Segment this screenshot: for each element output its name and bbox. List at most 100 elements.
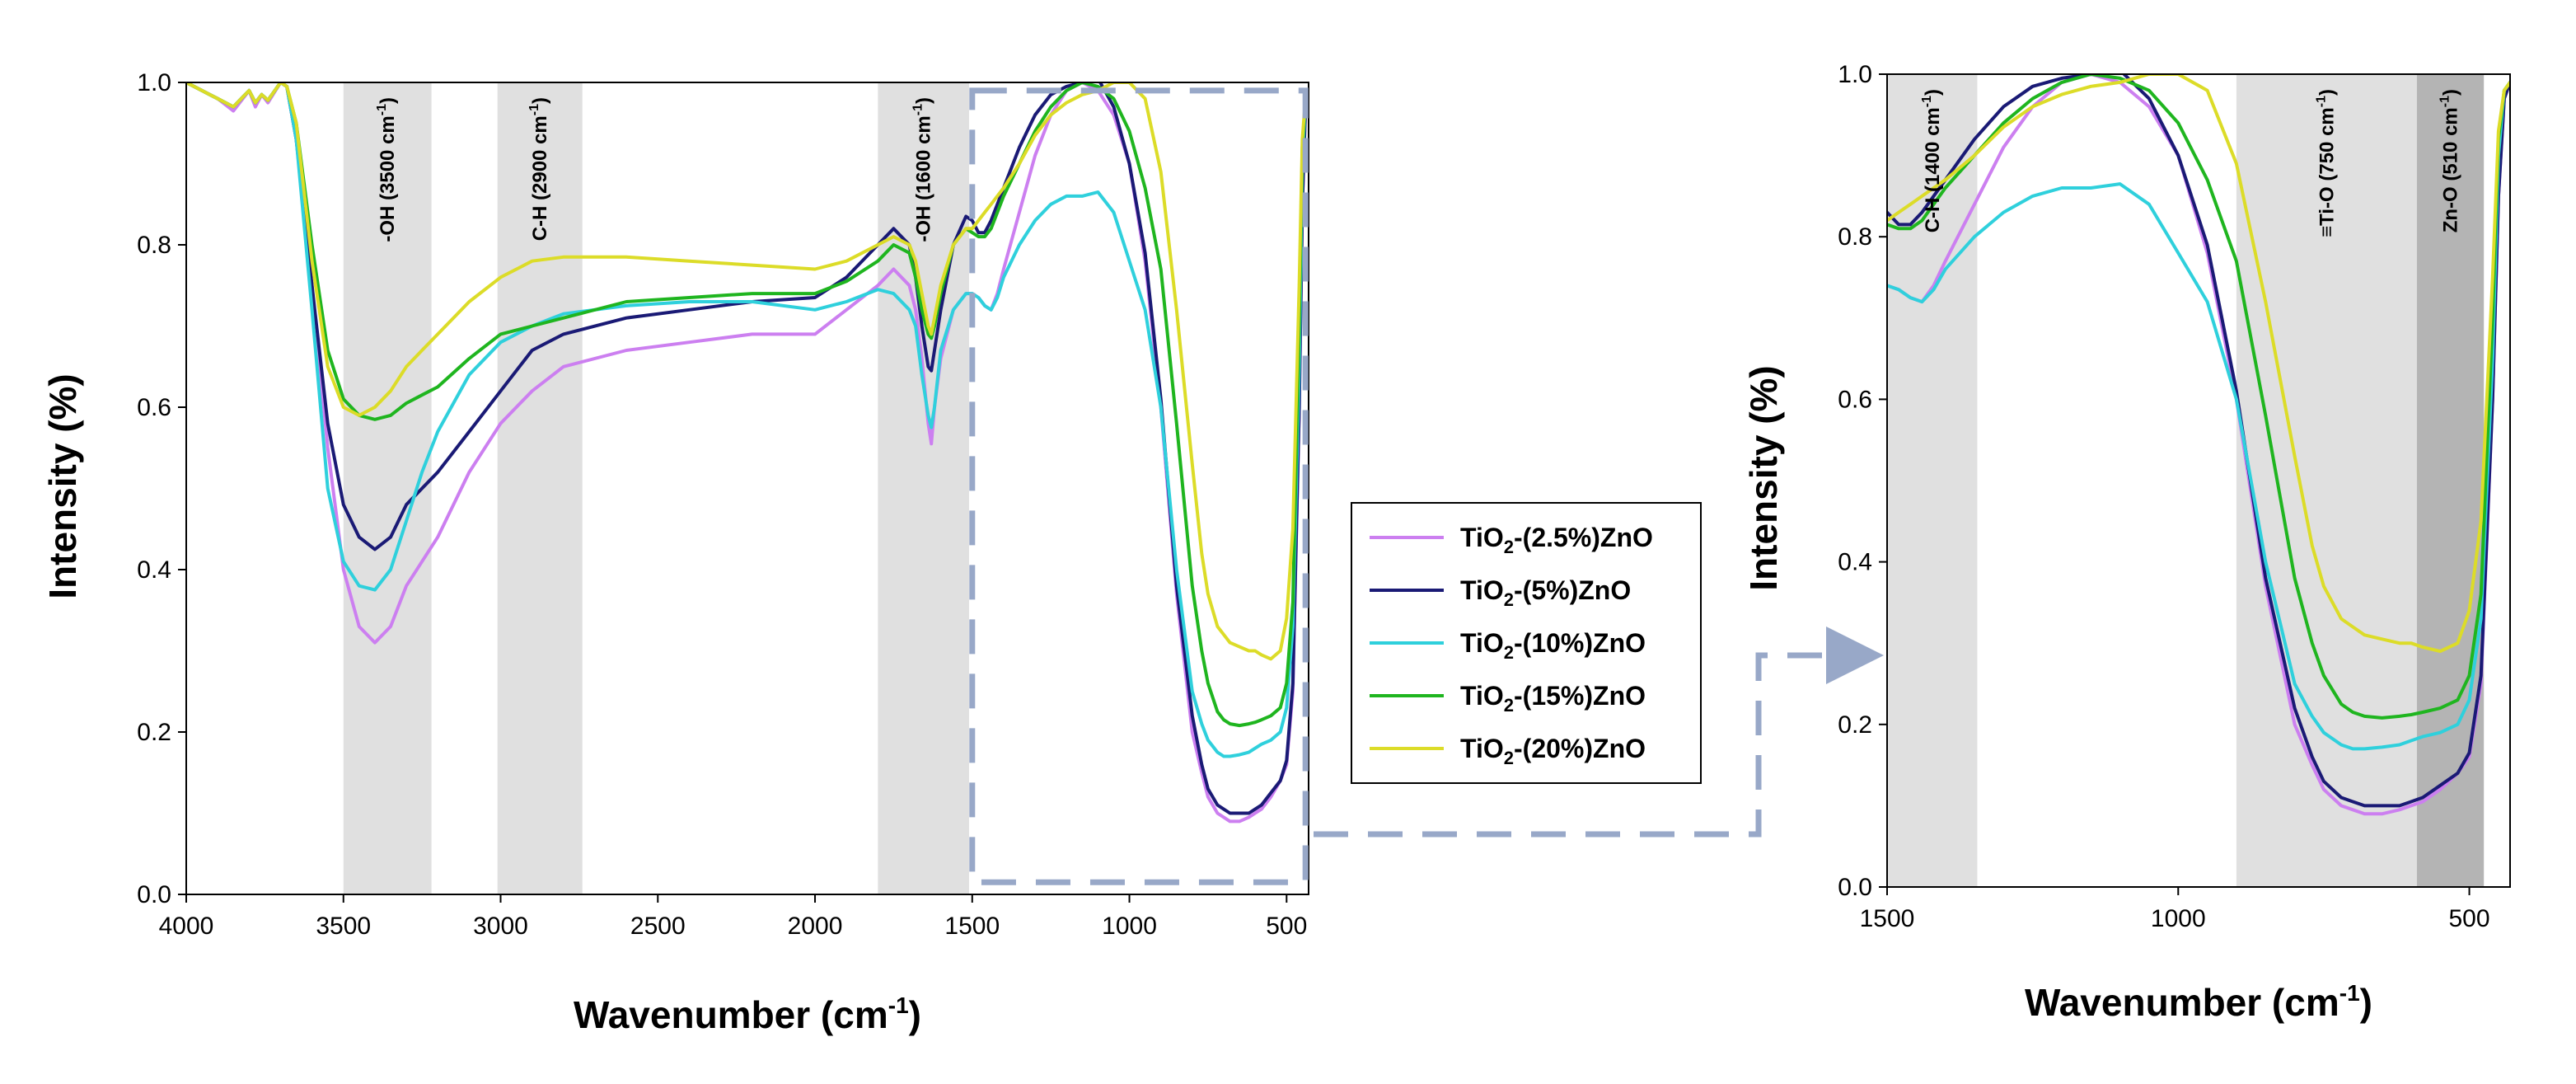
band-label-sup: -1 bbox=[527, 104, 541, 115]
x-tick-label: 3000 bbox=[473, 913, 528, 940]
legend-label-rest: -(20%)ZnO bbox=[1514, 734, 1646, 763]
band-label: C-H (1400 cm-1) bbox=[1920, 89, 1944, 232]
x-tick-label: 1500 bbox=[1860, 905, 1915, 932]
main-band-labels: -OH (3500 cm-1)C-H (2900 cm-1)-OH (1600 … bbox=[375, 97, 934, 242]
absorption-band bbox=[497, 82, 583, 894]
band-label-text: Zn-O (510 cm bbox=[2440, 107, 2462, 232]
x-tick-label: 2500 bbox=[630, 913, 686, 940]
band-label: Zn-O (510 cm-1) bbox=[2438, 89, 2462, 232]
y-tick-label: 0.0 bbox=[1838, 874, 1872, 901]
series-line bbox=[186, 82, 1309, 815]
main-x-ticks: 4000 3500 3000 2500 2000 1500 1000 500 bbox=[159, 894, 1307, 940]
legend-label: TiO2-(2.5%)ZnO bbox=[1460, 523, 1653, 557]
x-tick-label: 1000 bbox=[2151, 905, 2206, 932]
y-tick-label: 0.0 bbox=[137, 881, 171, 908]
y-tick-label: 1.0 bbox=[1838, 61, 1872, 88]
legend-label-main: TiO bbox=[1460, 681, 1504, 711]
y-tick-label: 0.2 bbox=[137, 719, 171, 746]
x-tick-label: 1500 bbox=[944, 913, 1000, 940]
legend-label-main: TiO bbox=[1460, 523, 1504, 552]
legend-label-rest: -(15%)ZnO bbox=[1514, 681, 1646, 711]
absorption-band bbox=[2236, 74, 2417, 887]
band-label: -OH (1600 cm-1) bbox=[911, 97, 935, 242]
x-tick-label: 4000 bbox=[159, 913, 214, 940]
series-line bbox=[186, 82, 1309, 758]
x-tick-label: 2000 bbox=[788, 913, 843, 940]
legend-label-main: TiO bbox=[1460, 734, 1504, 763]
y-tick-label: 0.2 bbox=[1838, 711, 1872, 739]
legend-label: TiO2-(15%)ZnO bbox=[1460, 681, 1646, 716]
y-tick-label: 0.6 bbox=[1838, 386, 1872, 413]
band-label-sup: -1 bbox=[1920, 96, 1934, 107]
main-spectrum-panel: 4000 3500 3000 2500 2000 1500 1000 500 0.00.20.… bbox=[41, 69, 1309, 1036]
main-x-axis-label: Wavenumber (cm-1) bbox=[574, 992, 921, 1036]
legend: TiO2-(2.5%)ZnOTiO2-(5%)ZnOTiO2-(10%)ZnOT… bbox=[1351, 502, 1702, 784]
series-line bbox=[186, 82, 1309, 661]
legend-label-rest: -(10%)ZnO bbox=[1514, 628, 1646, 658]
main-plot-frame bbox=[185, 82, 1309, 895]
x-tick-label: 500 bbox=[1266, 913, 1307, 940]
band-label-close: ) bbox=[529, 97, 551, 104]
band-label-text: C-H (2900 cm bbox=[529, 115, 551, 241]
zoom-x-axis-label: Wavenumber (cm-1) bbox=[2025, 980, 2372, 1024]
zoom-absorption-bands bbox=[1887, 74, 2485, 887]
band-label-text: ≡Ti-O (750 cm bbox=[2316, 107, 2338, 237]
zoomed-spectrum-panel: 1500 1000 500 0.0 0.2 0.4 0.6 0.8 1.0 C-H (1400… bbox=[1742, 61, 2511, 1024]
legend-label-sub: 2 bbox=[1504, 695, 1514, 716]
zoom-y-axis-label: Intensity (%) bbox=[1742, 365, 1785, 590]
y-tick-label: 0.4 bbox=[1838, 549, 1872, 576]
band-label-sup: -1 bbox=[911, 104, 925, 115]
zoom-series-lines bbox=[1887, 74, 2510, 816]
series-line bbox=[1887, 74, 2510, 808]
band-label-sup: -1 bbox=[2314, 96, 2328, 107]
band-label-text: C-H (1400 cm bbox=[1922, 107, 1944, 232]
y-tick-label: 0.6 bbox=[137, 394, 171, 421]
band-label-close: ) bbox=[913, 97, 935, 104]
zoom-y-ticks: 0.0 0.2 0.4 0.6 0.8 1.0 bbox=[1838, 61, 1887, 901]
zoom-region-box bbox=[969, 87, 1309, 885]
main-y-ticks: 0.0 0.2 0.4 0.6 0.8 1.0 bbox=[137, 69, 186, 908]
y-tick-label: 1.0 bbox=[137, 69, 171, 96]
x-tick-label: 500 bbox=[2449, 905, 2490, 932]
legend-label-main: TiO bbox=[1460, 575, 1504, 605]
band-label-sup: -1 bbox=[2438, 96, 2452, 107]
band-label-close: ) bbox=[1922, 89, 1944, 96]
absorption-band bbox=[2416, 74, 2485, 887]
band-label: -OH (3500 cm-1) bbox=[375, 97, 399, 242]
legend-label: TiO2-(5%)ZnO bbox=[1460, 575, 1631, 610]
legend-label-sub: 2 bbox=[1504, 748, 1514, 768]
x-tick-label: 1000 bbox=[1102, 913, 1157, 940]
band-label-close: ) bbox=[2316, 89, 2338, 96]
legend-label-rest: -(2.5%)ZnO bbox=[1514, 523, 1653, 552]
x-tick-label: 3500 bbox=[316, 913, 371, 940]
zoom-band-labels: C-H (1400 cm-1)≡Ti-O (750 cm-1)Zn-O (510… bbox=[1920, 89, 2462, 237]
band-label-close: ) bbox=[2440, 89, 2462, 96]
y-tick-label: 0.4 bbox=[137, 556, 171, 584]
legend-label-sub: 2 bbox=[1504, 537, 1514, 557]
y-tick-label: 0.8 bbox=[1838, 223, 1872, 251]
zoom-connector-arrow bbox=[1314, 626, 1884, 838]
legend-label-rest: -(5%)ZnO bbox=[1514, 575, 1631, 605]
series-line bbox=[1887, 74, 2510, 654]
band-label-sup: -1 bbox=[375, 104, 389, 115]
series-line bbox=[1887, 74, 2510, 720]
band-label-text: -OH (3500 cm bbox=[377, 115, 399, 242]
zoom-x-ticks: 1500 1000 500 bbox=[1860, 887, 2490, 932]
band-label-text: -OH (1600 cm bbox=[913, 115, 935, 242]
legend-label-main: TiO bbox=[1460, 628, 1504, 658]
main-y-axis-label: Intensity (%) bbox=[41, 373, 84, 598]
y-tick-label: 0.8 bbox=[137, 232, 171, 259]
main-absorption-bands bbox=[343, 82, 969, 894]
band-label: C-H (2900 cm-1) bbox=[527, 97, 551, 241]
band-label-close: ) bbox=[377, 97, 399, 104]
series-line bbox=[1887, 80, 2510, 751]
main-series-lines bbox=[186, 82, 1309, 824]
legend-label: TiO2-(10%)ZnO bbox=[1460, 628, 1646, 663]
band-label: ≡Ti-O (750 cm-1) bbox=[2314, 89, 2338, 237]
zoom-plot-frame bbox=[1886, 73, 2511, 888]
legend-label: TiO2-(20%)ZnO bbox=[1460, 734, 1646, 768]
legend-label-sub: 2 bbox=[1504, 589, 1514, 610]
absorption-band bbox=[878, 82, 969, 894]
legend-label-sub: 2 bbox=[1504, 642, 1514, 663]
